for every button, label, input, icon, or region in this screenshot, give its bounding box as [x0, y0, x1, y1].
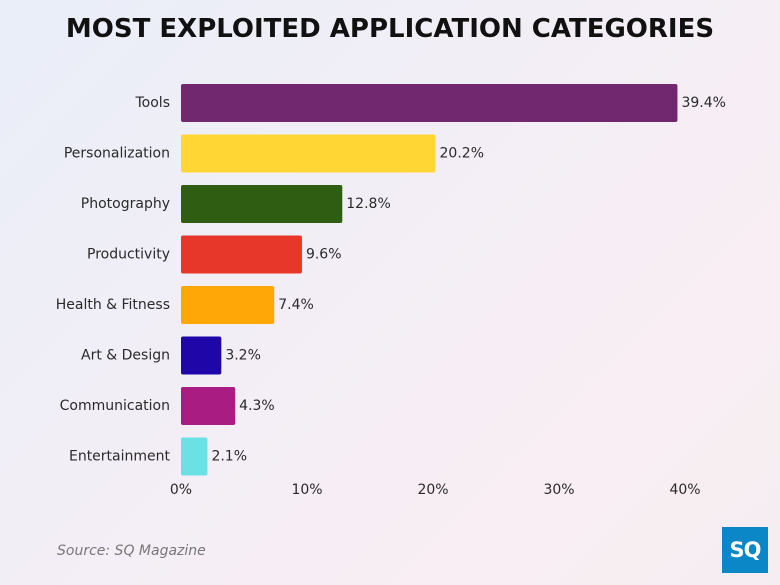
- value-label-art-design: 3.2%: [225, 348, 261, 364]
- value-label-photography: 12.8%: [346, 196, 390, 212]
- value-label-tools: 39.4%: [681, 95, 725, 111]
- x-tick-label: 30%: [543, 482, 574, 498]
- category-label-communication: Communication: [60, 398, 170, 414]
- value-label-productivity: 9.6%: [306, 247, 342, 263]
- category-label-personalization: Personalization: [64, 146, 170, 162]
- category-label-entertainment: Entertainment: [69, 449, 171, 465]
- bar-tools: [181, 84, 678, 122]
- x-tick-label: 10%: [291, 482, 322, 498]
- bar-health-fitness: [181, 286, 275, 324]
- x-axis-ticks: 0% 10% 20% 30% 40%: [170, 482, 701, 498]
- category-label-photography: Photography: [81, 196, 170, 212]
- bars-layer: Tools 39.4% Personalization 20.2% Photograph…: [56, 84, 726, 476]
- x-tick-label: 20%: [417, 482, 448, 498]
- category-label-art-design: Art & Design: [81, 348, 170, 364]
- category-label-health-fitness: Health & Fitness: [56, 297, 170, 313]
- bar-entertainment: [181, 437, 208, 476]
- chart-title: MOST EXPLOITED APPLICATION CATEGORIES: [65, 14, 715, 44]
- value-label-personalization: 20.2%: [440, 146, 484, 162]
- x-tick-label: 0%: [170, 482, 192, 498]
- bar-photography: [181, 185, 343, 223]
- x-tick-label: 40%: [669, 482, 700, 498]
- category-label-productivity: Productivity: [87, 247, 170, 263]
- value-label-health-fitness: 7.4%: [278, 297, 314, 313]
- category-label-tools: Tools: [135, 95, 171, 111]
- bar-art-design: [181, 336, 222, 375]
- bar-productivity: [181, 235, 302, 274]
- value-label-entertainment: 2.1%: [211, 449, 247, 465]
- sq-logo: SQ: [722, 527, 768, 573]
- value-label-communication: 4.3%: [239, 398, 275, 414]
- source-note: Source: SQ Magazine: [57, 543, 206, 559]
- bar-personalization: [181, 134, 436, 173]
- bar-communication: [181, 387, 236, 425]
